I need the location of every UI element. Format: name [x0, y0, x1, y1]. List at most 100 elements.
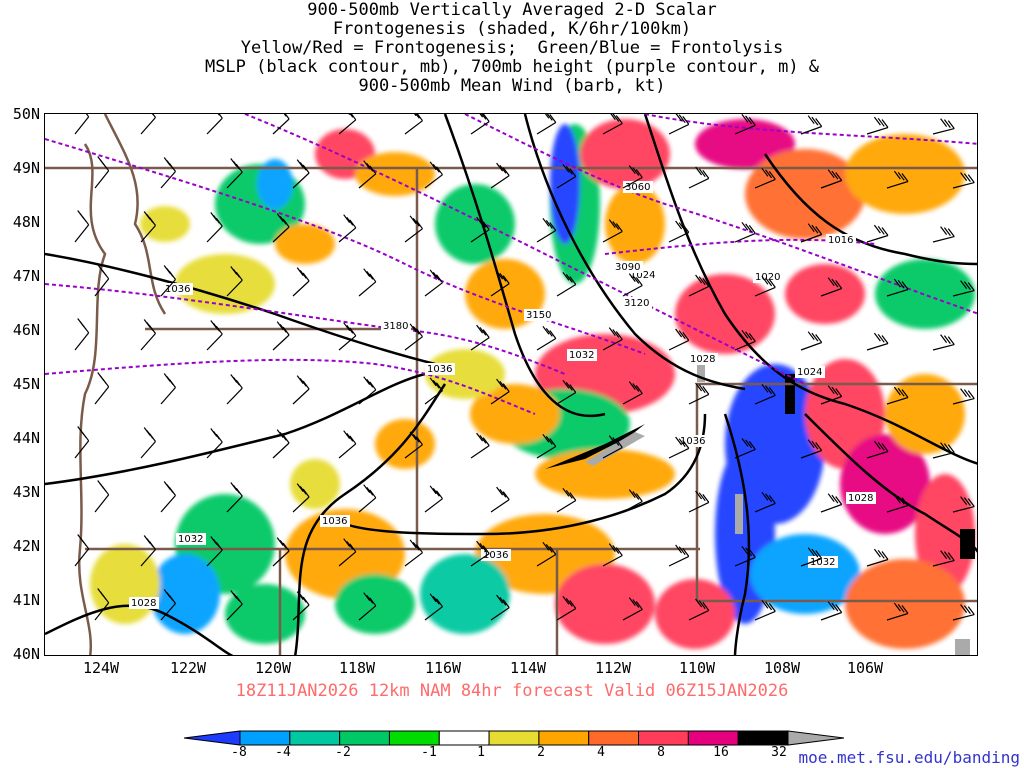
wind-barb: [74, 534, 90, 567]
wind-barb: [226, 590, 243, 621]
wind-barb: [292, 591, 310, 621]
mslp-label-1024-b: 1024: [630, 270, 655, 281]
wind-barb: [272, 114, 290, 135]
wind-barb: [622, 273, 643, 297]
height-contours: [45, 114, 977, 415]
lon-label-110w: 110W: [678, 659, 716, 677]
wind-barb: [160, 265, 176, 297]
lat-label-49n: 49N: [12, 159, 40, 177]
wind-barb: [556, 379, 577, 405]
wind-barb: [140, 427, 156, 459]
wind-barb: [866, 548, 889, 567]
forecast-run-label: 18Z11JAN2026 12km NAM 84hr forecast Vali…: [235, 681, 789, 701]
wind-barb: [734, 437, 756, 459]
wind-barb: [886, 386, 909, 405]
wind-barb: [424, 485, 443, 513]
wind-barb: [536, 114, 557, 135]
title-line-3: Yellow/Red = Frontogenesis; Green/Blue =…: [240, 38, 784, 58]
wind-barb: [536, 217, 557, 243]
wind-barb: [556, 595, 577, 621]
lat-label-47n: 47N: [12, 267, 40, 285]
legend-swatch: [184, 730, 241, 746]
wind-barb: [226, 266, 243, 297]
legend-tick-8: 8: [657, 745, 665, 760]
lon-label-122w: 122W: [169, 659, 207, 677]
title-line-1: 900-500mb Vertically Averaged 2-D Scalar: [307, 0, 717, 20]
wind-barb: [734, 114, 756, 135]
legend-tick-2: 2: [537, 745, 545, 760]
mslp-label-1036-a: 1036: [165, 284, 190, 295]
wind-barb: [866, 332, 889, 351]
lon-label-124w: 124W: [82, 659, 120, 677]
wind-barb: [622, 381, 643, 405]
height-label-3060: 3060: [625, 182, 650, 193]
wind-barb: [886, 170, 909, 189]
wind-barb: [490, 594, 510, 621]
wind-barb: [358, 268, 377, 297]
wind-barb: [688, 490, 710, 513]
lat-label-50n: 50N: [12, 105, 40, 123]
lat-label-42n: 42N: [12, 537, 40, 555]
wind-barb: [470, 324, 490, 351]
wind-barb: [424, 593, 443, 621]
wind-barb: [140, 114, 156, 135]
mslp-contours: [45, 114, 977, 655]
mslp-label-1020: 1020: [755, 272, 780, 283]
mslp-label-1036-b: 1036: [427, 364, 452, 375]
wind-barb: [886, 494, 909, 513]
lat-label-41n: 41N: [12, 591, 40, 609]
wind-barb: [754, 275, 776, 297]
wind-barb: [556, 163, 577, 189]
map-panel: 1036 1036 1036 1032 1028 1036 1032 1028 …: [44, 113, 978, 656]
height-label-3150: 3150: [526, 310, 551, 321]
credit-link[interactable]: moe.met.fsu.edu/banding: [798, 748, 1020, 767]
lon-label-106w: 106W: [846, 659, 884, 677]
wind-barb: [94, 156, 110, 189]
lat-label-45n: 45N: [12, 375, 40, 393]
lon-label-120w: 120W: [254, 659, 292, 677]
legend-tick--8: -8: [231, 745, 247, 760]
wind-barb: [272, 429, 290, 459]
lon-label-112w: 112W: [594, 659, 632, 677]
wind-barb: [404, 431, 423, 459]
wind-barb: [754, 167, 776, 189]
color-legend: [184, 730, 844, 746]
title-line-2: Frontogenesis (shaded, K/6hr/100km): [332, 19, 692, 39]
wind-barb: [74, 210, 90, 243]
wind-barb: [820, 169, 843, 189]
mslp-label-1028-a: 1028: [690, 354, 715, 365]
legend-tick--1: -1: [421, 745, 437, 760]
wind-barb: [94, 480, 110, 513]
wind-barb: [668, 436, 690, 459]
legend-tick--2: -2: [335, 745, 351, 760]
mslp-label-1032-b: 1032: [178, 534, 203, 545]
wind-barb: [272, 321, 290, 351]
lat-label-44n: 44N: [12, 429, 40, 447]
legend-swatch: [438, 730, 490, 746]
height-label-3090: 3090: [615, 262, 640, 273]
wind-barb: [800, 547, 823, 567]
wind-barb: [602, 435, 623, 459]
wind-barb: [952, 496, 975, 513]
wind-barb: [338, 538, 357, 567]
wind-barb: [536, 433, 557, 459]
wind-barb: [688, 598, 710, 621]
mslp-label-1024-a: 1024: [797, 367, 822, 378]
wind-barb: [404, 215, 423, 243]
wind-barb: [272, 537, 290, 567]
wind-barb: [622, 597, 643, 621]
wind-barb: [206, 114, 223, 135]
wind-barb: [424, 377, 443, 405]
wind-barb: [820, 493, 843, 513]
mslp-label-1036-d: 1036: [483, 550, 508, 561]
wind-barb: [556, 271, 577, 297]
legend-tick-1: 1: [477, 745, 485, 760]
wind-barb: [94, 372, 110, 405]
wind-barb: [668, 328, 690, 351]
wind-barb: [886, 278, 909, 297]
mslp-label-1032-c: 1032: [810, 557, 835, 568]
mslp-label-1032-a: 1032: [569, 350, 594, 361]
wind-barb: [800, 115, 823, 135]
wind-barb: [688, 382, 710, 405]
title-line-5: 900-500mb Mean Wind (barb, kt): [358, 76, 666, 96]
